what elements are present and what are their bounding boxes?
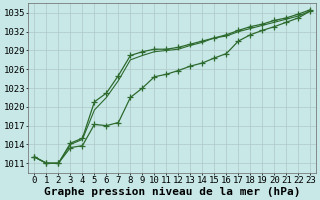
X-axis label: Graphe pression niveau de la mer (hPa): Graphe pression niveau de la mer (hPa)	[44, 186, 300, 197]
